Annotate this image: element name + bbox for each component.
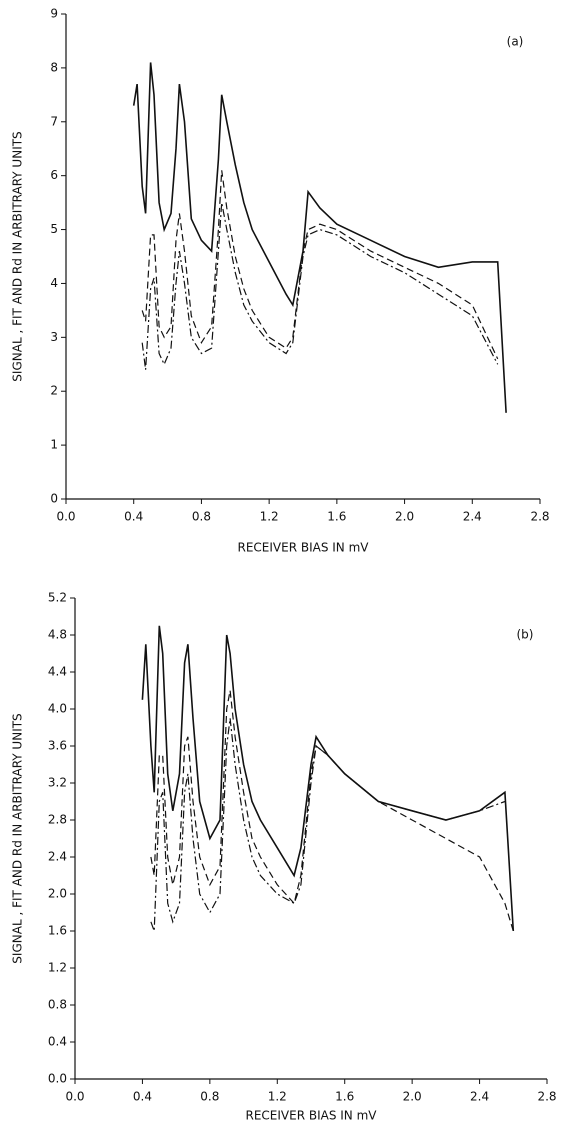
x-axis-label: RECEIVER BIAS IN mV <box>245 1109 377 1123</box>
x-tick-label: 0.0 <box>65 1090 84 1104</box>
y-tick-label: 0.8 <box>48 998 67 1012</box>
y-tick-label: 3.2 <box>48 776 67 790</box>
y-tick-label: 4.4 <box>48 665 67 679</box>
y-tick-label: 1.2 <box>48 961 67 975</box>
x-tick-label: 0.0 <box>56 510 75 524</box>
x-tick-label: 0.4 <box>124 510 143 524</box>
y-tick-label: 9 <box>50 7 58 21</box>
series-line <box>132 62 507 413</box>
x-tick-label: 1.2 <box>268 1090 287 1104</box>
y-tick-label: 2.8 <box>48 813 67 827</box>
y-tick-label: 2.0 <box>48 887 67 901</box>
y-axis-label: SIGNAL , FIT AND Rd IN ARBITRARY UNITS <box>11 131 25 381</box>
x-tick-label: 0.8 <box>192 510 211 524</box>
y-tick-label: 3.6 <box>48 739 67 753</box>
y-tick-label: 5.2 <box>48 591 67 605</box>
y-tick-label: 1.6 <box>48 924 67 938</box>
y-tick-label: 3 <box>50 330 58 344</box>
y-tick-label: 0.4 <box>48 1035 67 1049</box>
y-tick-label: 4 <box>50 276 58 290</box>
x-tick-label: 1.6 <box>335 1090 354 1104</box>
y-tick-label: 0.0 <box>48 1072 67 1086</box>
y-tick-label: 8 <box>50 60 58 74</box>
series-line <box>141 625 515 932</box>
x-tick-label: 0.4 <box>133 1090 152 1104</box>
series-line <box>141 202 499 370</box>
annotation: (a) <box>507 35 524 49</box>
x-tick-label: 2.4 <box>470 1090 489 1104</box>
x-tick-label: 2.0 <box>395 510 414 524</box>
annotation: (b) <box>517 628 534 642</box>
y-tick-label: 1 <box>50 438 58 452</box>
series-line <box>150 718 506 932</box>
y-tick-label: 4.0 <box>48 702 67 716</box>
y-tick-label: 2.4 <box>48 850 67 864</box>
series-line <box>141 170 499 360</box>
axes <box>74 598 547 1080</box>
y-tick-label: 4.8 <box>48 628 67 642</box>
x-tick-label: 1.2 <box>260 510 279 524</box>
y-tick-label: 5 <box>50 222 58 236</box>
x-tick-label: 0.8 <box>200 1090 219 1104</box>
y-tick-label: 6 <box>50 168 58 182</box>
x-tick-label: 2.4 <box>463 510 482 524</box>
x-tick-label: 2.8 <box>530 510 549 524</box>
x-tick-label: 1.6 <box>327 510 346 524</box>
x-axis-label: RECEIVER BIAS IN mV <box>237 541 369 555</box>
x-tick-label: 2.8 <box>537 1090 556 1104</box>
y-axis-label: SIGNAL , FIT AND Rd IN ARBITRARY UNITS <box>11 713 25 963</box>
y-tick-label: 2 <box>50 384 58 398</box>
y-tick-label: 7 <box>50 114 58 128</box>
y-tick-label: 0 <box>50 492 58 506</box>
series-line <box>150 690 514 932</box>
x-tick-label: 2.0 <box>403 1090 422 1104</box>
